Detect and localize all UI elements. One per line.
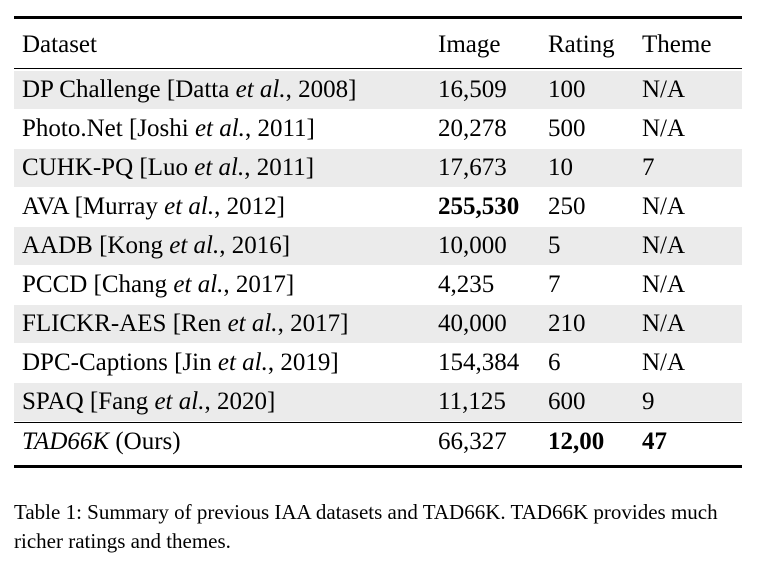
table-row: SPAQ [Fang et al., 2020] 11,125 600 9 <box>14 383 742 421</box>
header-theme: Theme <box>642 31 712 58</box>
theme-count: 7 <box>642 154 655 181</box>
theme-count: N/A <box>642 310 686 337</box>
table-row: DPC-Captions [Jin et al., 2019] 154,384 … <box>14 344 742 382</box>
rating-count: 7 <box>548 271 561 298</box>
dataset-name: AVA [Murray et al., 2012] <box>22 193 285 220</box>
image-count: 40,000 <box>438 310 507 337</box>
rating-count: 5 <box>548 232 561 259</box>
table-row: Photo.Net [Joshi et al., 2011] 20,278 50… <box>14 110 742 148</box>
header-dataset: Dataset <box>22 31 97 58</box>
rating-count: 210 <box>548 310 586 337</box>
theme-count: 47 <box>642 428 667 455</box>
image-count: 66,327 <box>438 428 507 455</box>
dataset-name: TAD66K (Ours) <box>22 428 181 455</box>
theme-count: N/A <box>642 115 686 142</box>
table-top-rule <box>14 16 742 19</box>
dataset-name: FLICKR-AES [Ren et al., 2017] <box>22 310 349 337</box>
dataset-name: AADB [Kong et al., 2016] <box>22 232 291 259</box>
rating-count: 6 <box>548 349 561 376</box>
image-count: 4,235 <box>438 271 495 298</box>
table-header-row: Dataset Image Rating Theme <box>14 26 742 64</box>
table-row: PCCD [Chang et al., 2017] 4,235 7 N/A <box>14 266 742 304</box>
table-ours-rule <box>14 422 742 423</box>
dataset-name: DP Challenge [Datta et al., 2008] <box>22 76 357 103</box>
rating-count: 600 <box>548 388 586 415</box>
table-row: FLICKR-AES [Ren et al., 2017] 40,000 210… <box>14 305 742 343</box>
table-row: AADB [Kong et al., 2016] 10,000 5 N/A <box>14 227 742 265</box>
dataset-name: DPC-Captions [Jin et al., 2019] <box>22 349 339 376</box>
dataset-name: Photo.Net [Joshi et al., 2011] <box>22 115 315 142</box>
table-row: DP Challenge [Datta et al., 2008] 16,509… <box>14 71 742 109</box>
table-header-rule <box>14 68 742 69</box>
rating-count: 10 <box>548 154 573 181</box>
theme-count: N/A <box>642 271 686 298</box>
image-count: 154,384 <box>438 349 520 376</box>
image-count: 11,125 <box>438 388 506 415</box>
image-count: 255,530 <box>438 193 520 220</box>
image-count: 10,000 <box>438 232 507 259</box>
theme-count: N/A <box>642 349 686 376</box>
table-bottom-rule <box>14 465 742 468</box>
table-row-ours: TAD66K (Ours) 66,327 12,00 47 <box>14 423 742 461</box>
table-row: CUHK-PQ [Luo et al., 2011] 17,673 10 7 <box>14 149 742 187</box>
theme-count: N/A <box>642 76 686 103</box>
dataset-name: CUHK-PQ [Luo et al., 2011] <box>22 154 315 181</box>
image-count: 20,278 <box>438 115 507 142</box>
rating-count: 100 <box>548 76 586 103</box>
header-image: Image <box>438 31 501 58</box>
rating-count: 500 <box>548 115 586 142</box>
dataset-name: SPAQ [Fang et al., 2020] <box>22 388 276 415</box>
theme-count: N/A <box>642 232 686 259</box>
header-rating: Rating <box>548 31 615 58</box>
table-caption: Table 1: Summary of previous IAA dataset… <box>14 500 718 553</box>
theme-count: N/A <box>642 193 686 220</box>
theme-count: 9 <box>642 388 655 415</box>
rating-count: 12,00 <box>548 428 605 455</box>
image-count: 16,509 <box>438 76 507 103</box>
image-count: 17,673 <box>438 154 507 181</box>
dataset-name: PCCD [Chang et al., 2017] <box>22 271 295 298</box>
rating-count: 250 <box>548 193 586 220</box>
table-row: AVA [Murray et al., 2012] 255,530 250 N/… <box>14 188 742 226</box>
